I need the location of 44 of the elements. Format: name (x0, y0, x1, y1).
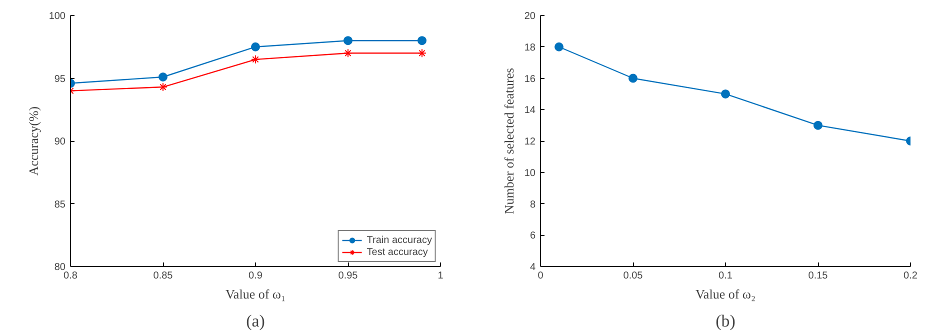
y-tick-label: 8 (530, 199, 536, 210)
y-tick-label: 100 (48, 11, 66, 22)
y-tick-label: 90 (54, 136, 66, 148)
point (721, 89, 730, 98)
y-tick-label: 4 (530, 262, 536, 273)
x-tick-label: 0.15 (808, 270, 828, 282)
y-tick-label: 85 (54, 199, 66, 210)
text: (b) (716, 312, 736, 330)
x-tick-label: 1 (438, 270, 444, 282)
y-tick-label: 80 (54, 262, 66, 273)
x-tick-label: 0.8 (64, 270, 78, 282)
point (344, 36, 352, 46)
y-tick-label: 10 (524, 168, 536, 179)
text: (a) (246, 312, 265, 330)
y-tick-label: 18 (524, 42, 536, 54)
x-tick-label: 0.95 (338, 270, 358, 282)
x-tick-label: 0.05 (623, 270, 644, 282)
y-axis-title: Accuracy(%) (26, 106, 41, 176)
y-tick-label: 6 (530, 230, 536, 242)
y-tick-label: 14 (524, 105, 536, 116)
x-tick-label: 0.1 (718, 270, 733, 282)
y-tick-label: 16 (524, 74, 536, 85)
legend-label: Test accuracy (366, 246, 428, 258)
x-tick-label: 0.9 (248, 270, 263, 282)
x-tick-label: 0.85 (153, 270, 174, 282)
y-tick-label: 12 (524, 136, 536, 148)
point (251, 42, 260, 52)
x-tick-label: 0 (538, 270, 544, 282)
point (344, 48, 352, 58)
legend-label: Train accuracy (366, 234, 432, 246)
point (158, 82, 168, 92)
y-axis-title: Number of selected features (501, 68, 516, 214)
point (158, 72, 168, 82)
point (814, 120, 822, 130)
y-tick-label: 95 (54, 74, 66, 85)
x-axis-title: Value of ω₁ (225, 286, 286, 302)
point (418, 36, 426, 46)
point (251, 54, 260, 64)
y-tick-label: 20 (524, 11, 536, 22)
x-axis-title: Value of ω₂ (695, 286, 756, 302)
point (554, 42, 564, 52)
x-tick-label: 0.2 (904, 270, 918, 282)
point (628, 74, 638, 83)
point (418, 48, 426, 58)
